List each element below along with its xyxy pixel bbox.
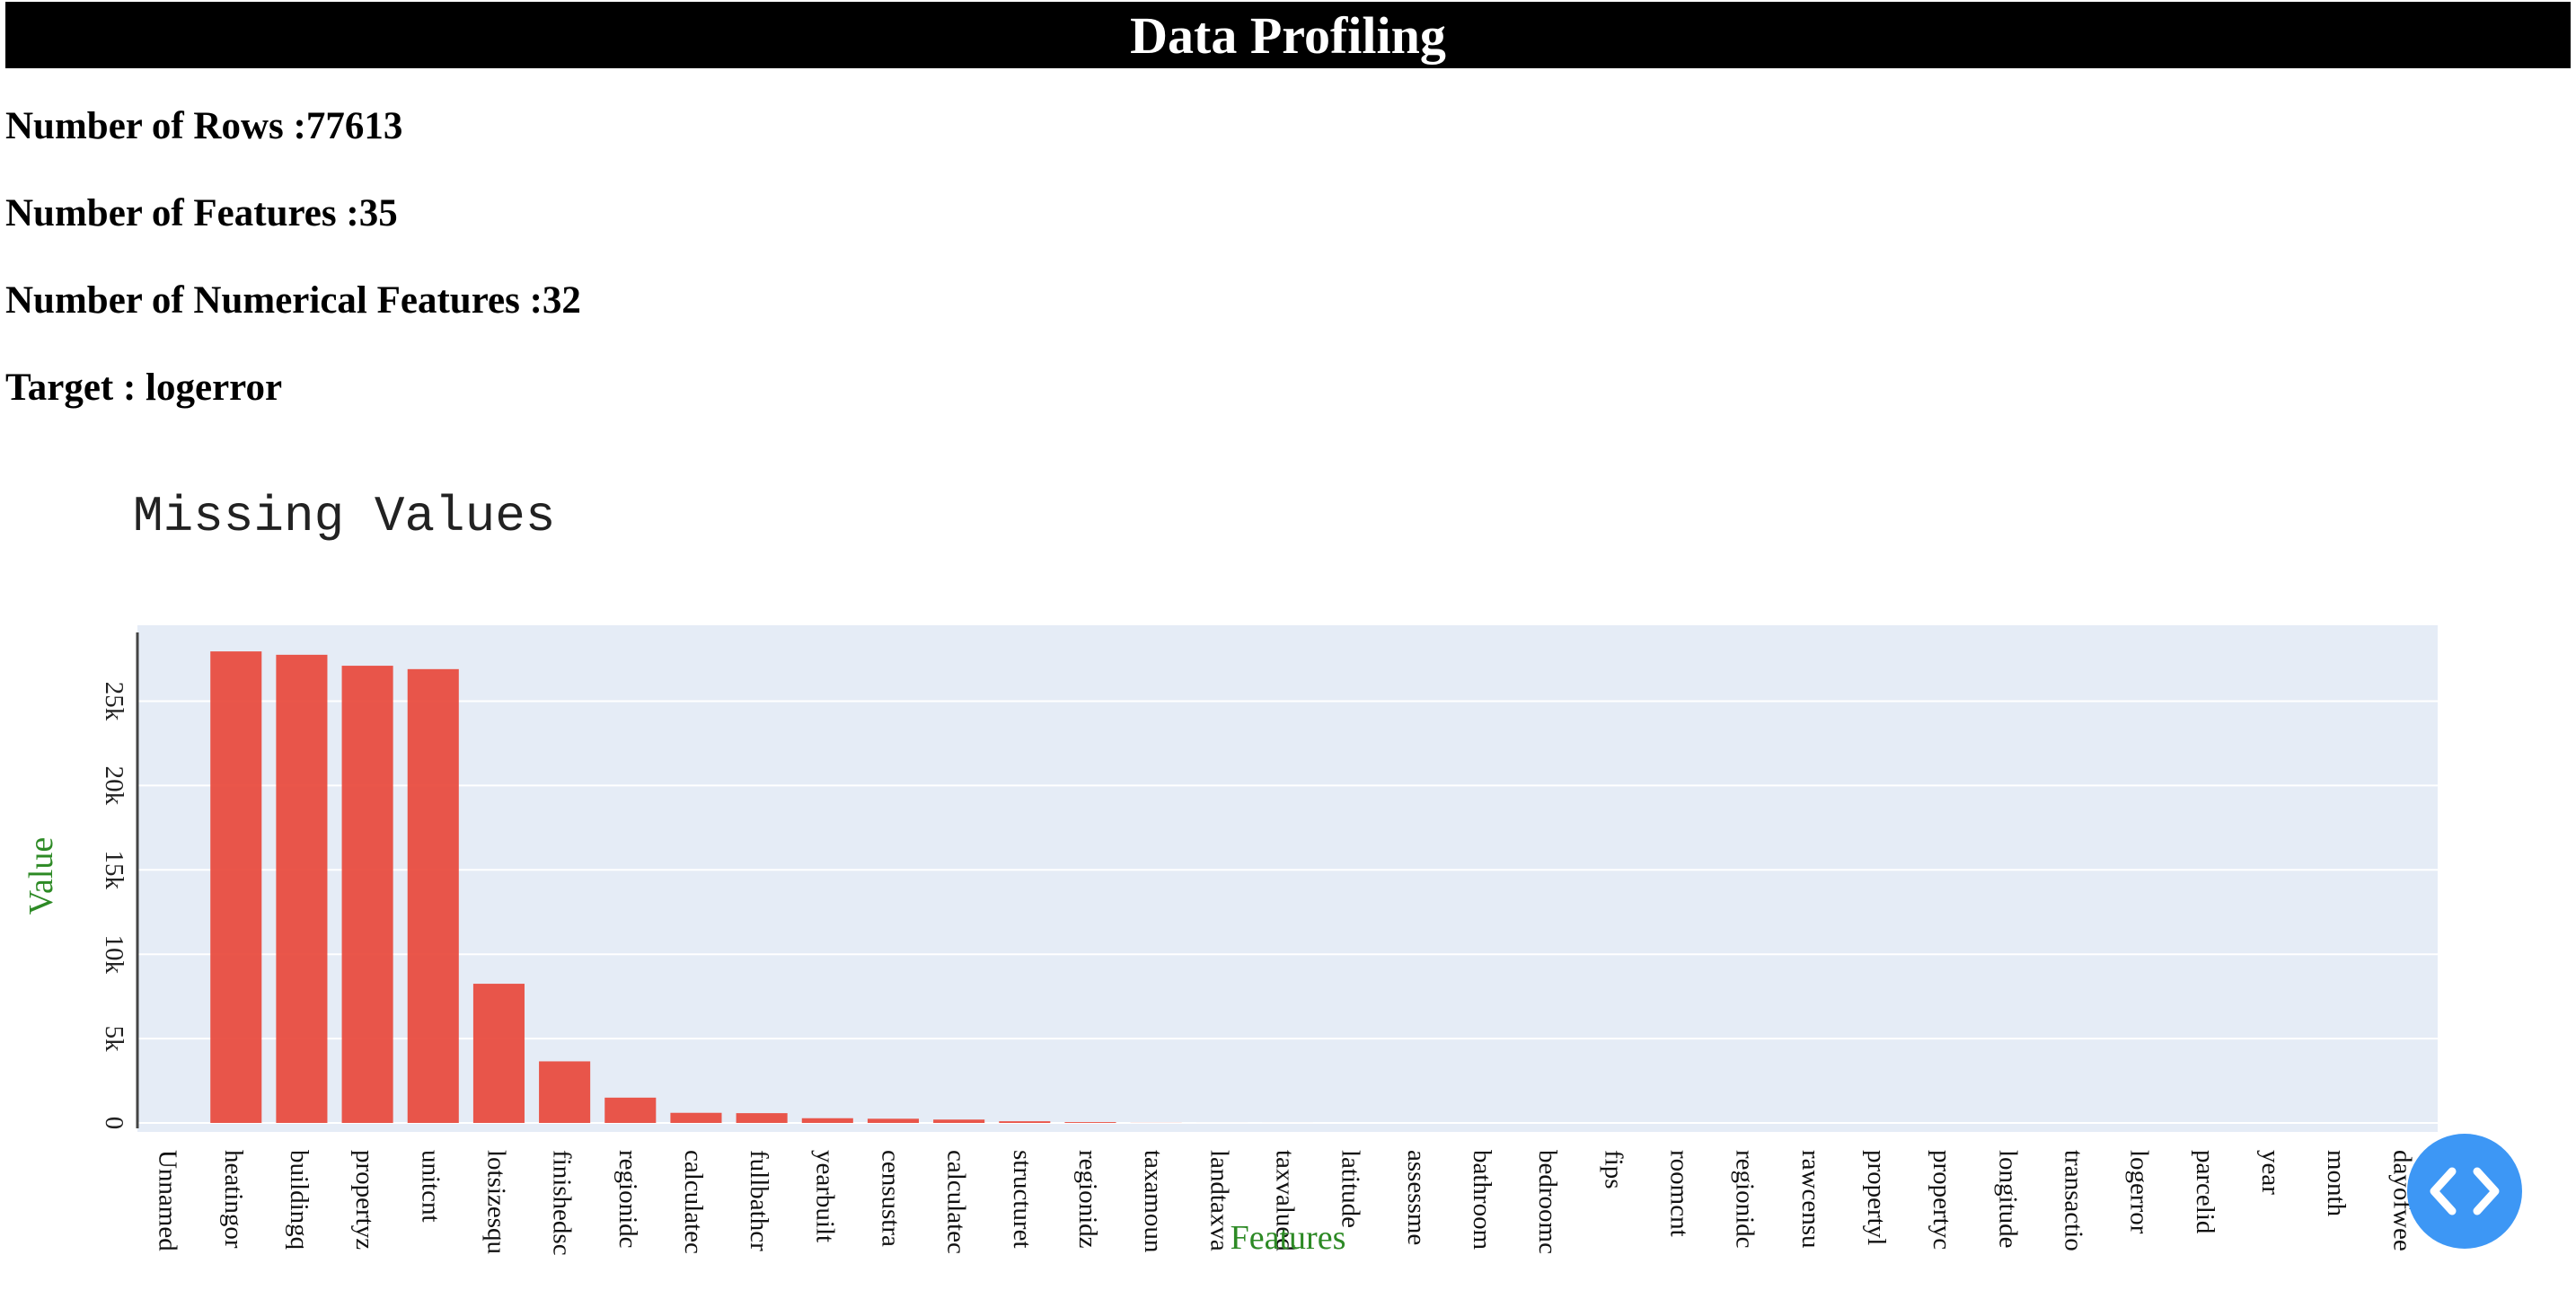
bar[interactable] [604,1097,657,1123]
x-tick-label: year [2256,1150,2285,1195]
x-tick-label: Unnamed [154,1150,182,1251]
x-tick-label: propertyc [1928,1150,1956,1250]
x-tick-label: taxamoun [1139,1150,1168,1253]
bar[interactable] [801,1118,853,1123]
x-tick-label: fips [1599,1150,1628,1189]
y-tick-label: 20k [100,766,128,806]
bar[interactable] [933,1119,985,1123]
y-tick-label: 25k [100,682,128,721]
bar[interactable] [472,984,525,1123]
bar[interactable] [1064,1122,1116,1123]
y-axis-title: Value [22,837,60,915]
page-title: Data Profiling [1130,5,1446,65]
x-tick-label: logerror [2125,1150,2154,1234]
x-tick-label: heatingor [219,1150,248,1249]
x-tick-label: bedroomc [1533,1150,1562,1254]
x-tick-label: lotsizesqu [481,1150,510,1254]
x-tick-label: regionidc [1731,1150,1760,1249]
numerical-features-count: Number of Numerical Features :32 [5,279,581,322]
x-tick-label: taxvalued [1271,1150,1300,1251]
bar[interactable] [670,1112,722,1123]
x-tick-label: propertyz [350,1150,379,1250]
y-tick-label: 10k [100,934,128,974]
bar[interactable] [736,1113,788,1123]
x-tick-label: regionidz [1073,1150,1102,1249]
x-tick-label: unitcnt [416,1150,445,1223]
x-tick-label: assessme [1402,1150,1431,1245]
code-toggle-button[interactable] [2407,1134,2522,1249]
x-tick-label: parcelid [2191,1150,2219,1234]
y-tick-label: 0 [100,1117,128,1130]
x-tick-label: roomcnt [1665,1150,1694,1237]
x-tick-label: censustra [876,1150,904,1247]
bar[interactable] [407,668,459,1123]
x-tick-label: month [2322,1150,2351,1217]
bar[interactable] [341,666,393,1123]
x-tick-label: landtaxva [1204,1150,1233,1251]
x-tick-label: yearbuilt [810,1150,839,1242]
x-tick-label: rawcensu [1796,1150,1825,1249]
x-tick-label: bathroom [1468,1150,1496,1251]
y-tick-label: 5k [100,1026,128,1053]
x-tick-label: fullbathcr [745,1150,773,1251]
x-tick-label: calculatec [679,1150,708,1254]
bar[interactable] [867,1118,920,1123]
chart-title: Missing Values [133,488,555,545]
features-count: Number of Features :35 [5,192,398,234]
x-tick-label: calculatec [942,1150,971,1254]
y-tick-label: 15k [100,851,128,890]
x-axis-title: Features [1231,1219,1346,1257]
rows-count: Number of Rows :77613 [5,105,403,147]
x-tick-label: structuret [1008,1150,1037,1249]
bar[interactable] [276,654,328,1123]
bar[interactable] [999,1121,1051,1123]
code-icon [2430,1167,2500,1215]
x-tick-label: longitude [1993,1150,2022,1249]
header-bar: Data Profiling [5,2,2571,68]
x-tick-label: regionidc [613,1150,642,1249]
x-tick-label: buildingq [285,1150,313,1250]
x-tick-label: finishedsc [548,1150,577,1256]
bar[interactable] [539,1061,591,1123]
bar[interactable] [210,651,262,1123]
x-tick-label: transactio [2060,1150,2088,1251]
x-tick-label: latitude [1337,1150,1365,1228]
x-tick-label: propertyl [1862,1150,1891,1245]
target-label: Target : logerror [5,367,283,409]
missing-values-chart: Missing Values 0 5k 10k 15k 20k 25k Unnamed heat… [22,488,2438,1257]
